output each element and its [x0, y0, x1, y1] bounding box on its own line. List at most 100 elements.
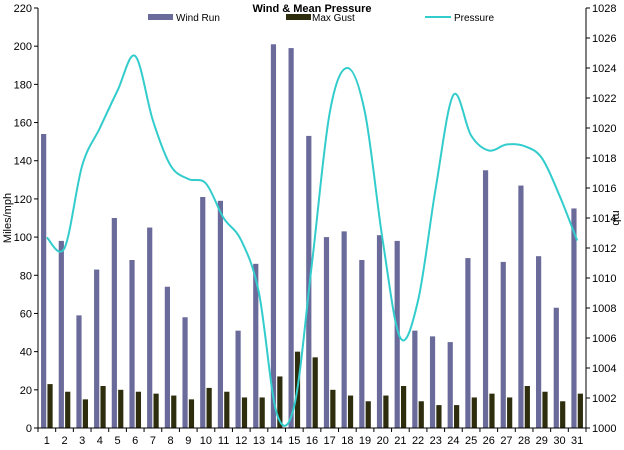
wind-run-bar-15	[288, 48, 294, 429]
right-axis-tick-label: 1006	[592, 333, 616, 345]
right-axis-tick-label: 1028	[592, 3, 616, 15]
x-axis-tick-label: 17	[324, 435, 336, 447]
max-gust-bar-25	[471, 397, 477, 428]
x-axis-tick-label: 26	[483, 435, 495, 447]
x-axis-tick-label: 21	[394, 435, 406, 447]
x-axis-tick-label: 2	[61, 435, 67, 447]
wind-run-bar-28	[518, 185, 524, 428]
max-gust-bar-16	[312, 357, 318, 428]
max-gust-bar-17	[330, 389, 336, 428]
right-axis-label: mb	[610, 210, 622, 225]
right-axis-tick-label: 1012	[592, 243, 616, 255]
wind-run-bar-13	[253, 263, 259, 428]
left-axis-tick-label: 220	[14, 3, 32, 15]
wind-run-bar-7	[147, 227, 153, 428]
left-axis-tick-label: 20	[20, 385, 32, 397]
wind-run-bar-3	[76, 315, 82, 428]
x-axis-tick-label: 22	[412, 435, 424, 447]
left-axis-tick-label: 180	[14, 79, 32, 91]
wind-run-bar-4	[94, 269, 100, 428]
right-axis-tick-label: 1008	[592, 303, 616, 315]
max-gust-bar-28	[524, 386, 530, 428]
max-gust-bar-27	[507, 397, 513, 428]
max-gust-bar-5	[118, 389, 124, 428]
x-axis-tick-label: 3	[79, 435, 85, 447]
wind-run-bar-18	[341, 231, 347, 428]
wind-run-bar-31	[571, 208, 577, 428]
max-gust-bar-7	[153, 393, 159, 428]
wind-run-bar-14	[270, 44, 277, 429]
left-axis-tick-label: 0	[26, 423, 32, 435]
wind-run-legend-swatch	[148, 14, 173, 20]
right-axis-tick-label: 1000	[592, 423, 616, 435]
x-axis-tick-label: 30	[553, 435, 565, 447]
wind-run-bar-2	[58, 240, 64, 428]
wind-run-bar-30	[553, 307, 559, 428]
x-axis-tick-label: 16	[306, 435, 318, 447]
x-axis-tick-label: 10	[200, 435, 212, 447]
right-axis-tick-label: 1024	[592, 63, 616, 75]
wind-run-bar-16	[306, 135, 312, 428]
left-axis-tick-label: 200	[14, 41, 32, 53]
right-axis-tick-label: 1010	[592, 273, 616, 285]
wind-run-bar-27	[500, 261, 506, 428]
left-axis-tick-label: 100	[14, 232, 32, 244]
wind-run-bar-12	[235, 330, 241, 428]
max-gust-bar-12	[241, 397, 248, 428]
x-axis-tick-label: 11	[218, 435, 229, 447]
tick-labels-layer: 0204060801001201401601802002201000100210…	[14, 3, 617, 447]
axes-layer	[34, 7, 590, 432]
max-gust-bar-26	[489, 393, 495, 428]
max-gust-bar-21	[400, 386, 407, 428]
pressure-legend-label: Pressure	[454, 13, 494, 24]
wind-run-bar-6	[129, 260, 135, 428]
left-axis-tick-label: 120	[14, 194, 32, 206]
x-axis-tick-label: 20	[377, 435, 389, 447]
x-axis-tick-label: 23	[430, 435, 442, 447]
max-gust-bar-3	[82, 399, 88, 428]
x-axis-tick-label: 31	[571, 435, 583, 447]
max-gust-bar-1	[47, 384, 53, 428]
x-axis-tick-label: 28	[518, 435, 530, 447]
left-axis-tick-label: 40	[20, 347, 32, 359]
x-axis-tick-label: 25	[465, 435, 477, 447]
pressure-line	[46, 54, 579, 427]
wind-run-bar-29	[536, 256, 542, 428]
x-axis-tick-label: 24	[447, 435, 459, 447]
max-gust-bar-6	[135, 391, 142, 428]
wind-run-bar-1	[41, 134, 47, 428]
wind-run-bar-20	[376, 235, 383, 428]
x-axis-tick-label: 19	[359, 435, 371, 447]
max-gust-bar-10	[206, 387, 212, 428]
right-axis-tick-label: 1018	[592, 153, 616, 165]
max-gust-legend-swatch	[286, 14, 311, 20]
x-axis-tick-label: 18	[341, 435, 353, 447]
max-gust-bar-14	[277, 376, 283, 428]
max-gust-bar-22	[418, 401, 424, 428]
wind-run-bar-9	[182, 317, 188, 428]
right-axis-tick-label: 1014	[592, 213, 616, 225]
x-axis-tick-label: 15	[288, 435, 300, 447]
pressure-line-layer	[46, 54, 579, 427]
wind-run-bar-10	[200, 197, 206, 428]
max-gust-bar-2	[65, 391, 71, 428]
left-axis-tick-label: 160	[14, 118, 32, 130]
max-gust-bar-23	[436, 405, 442, 428]
x-axis-tick-label: 12	[235, 435, 247, 447]
left-axis-tick-label: 60	[20, 308, 32, 320]
max-gust-bar-13	[259, 397, 265, 428]
x-axis-tick-label: 8	[168, 435, 174, 447]
right-axis-tick-label: 1020	[592, 123, 616, 135]
max-gust-bar-19	[365, 401, 371, 428]
wind-run-bar-21	[394, 240, 400, 428]
legend: Wind Run Max Gust Pressure	[148, 13, 494, 24]
max-gust-bar-30	[560, 401, 566, 428]
max-gust-bar-4	[100, 386, 106, 428]
right-axis-tick-label: 1026	[592, 33, 616, 45]
max-gust-bar-24	[454, 405, 460, 428]
wind-run-bar-5	[111, 218, 117, 428]
left-axis-tick-label: 80	[20, 270, 32, 282]
wind-run-legend-label: Wind Run	[176, 13, 220, 24]
max-gust-bar-20	[383, 395, 389, 428]
left-axis-label: Miles/mph	[2, 193, 14, 243]
